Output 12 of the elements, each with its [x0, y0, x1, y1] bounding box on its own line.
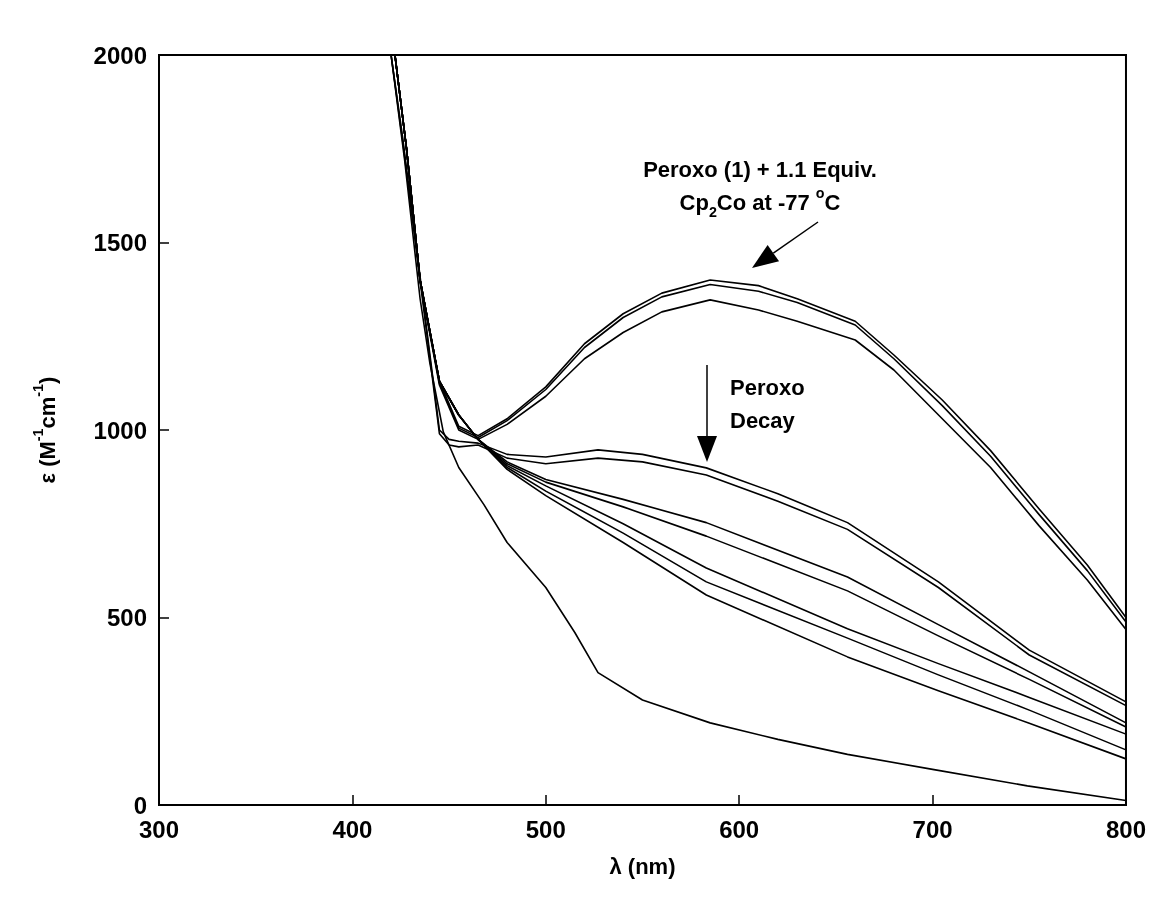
- x-tick-label: 700: [912, 815, 953, 843]
- x-tick-label: 600: [719, 815, 760, 843]
- y-tick-label: 1500: [93, 229, 147, 256]
- y-axis-title: ε (M-1cm-1): [30, 376, 60, 484]
- x-axis-title: λ (nm): [609, 854, 676, 879]
- y-tick-label: 500: [106, 604, 147, 631]
- y-tick-label: 1000: [93, 416, 147, 444]
- x-tick-label: 800: [1105, 815, 1146, 843]
- annotation: Peroxo Decay: [730, 375, 805, 433]
- x-tick-label: 500: [525, 815, 566, 843]
- y-tick-label: 2000: [93, 41, 147, 69]
- x-tick-label: 400: [332, 815, 373, 843]
